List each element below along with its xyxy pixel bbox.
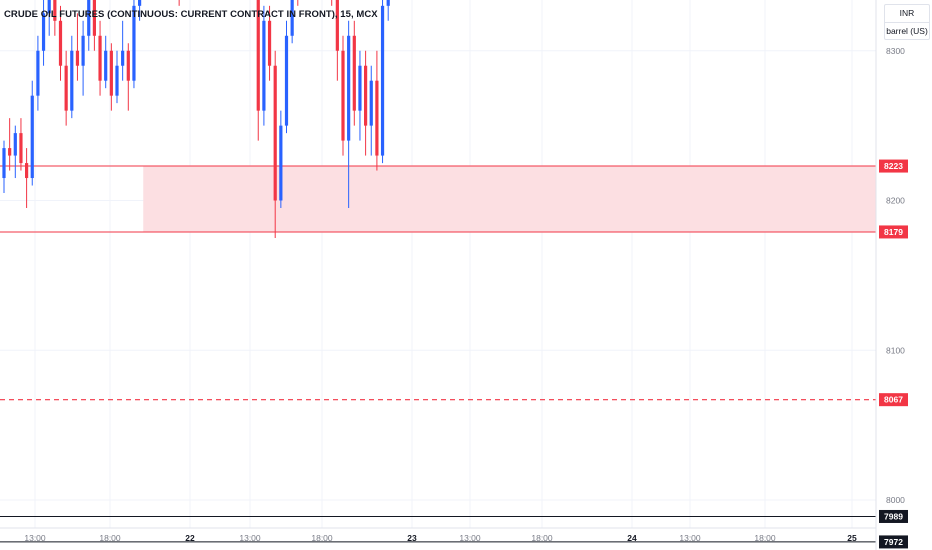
price-label-8223: 8223	[884, 161, 903, 171]
candle-body	[58, 20, 63, 66]
candle-body	[87, 0, 91, 36]
candle-body	[2, 148, 6, 179]
candle-body	[30, 95, 34, 179]
candle-body	[335, 0, 339, 51]
candle-body	[352, 35, 356, 111]
candle-body	[369, 80, 373, 126]
time-tick-label: 23	[407, 533, 417, 543]
candle-body	[290, 0, 294, 36]
candle-body	[98, 35, 102, 81]
unit-selector[interactable]: INR barrel (US)	[884, 4, 930, 40]
time-tick-label: 25	[847, 533, 857, 543]
price-label-8179: 8179	[884, 227, 903, 237]
candle-body	[109, 50, 113, 96]
time-tick-label: 24	[627, 533, 637, 543]
candle-body	[121, 50, 125, 66]
time-tick-label: 18:00	[531, 533, 553, 543]
candle-body	[132, 5, 136, 81]
candle-body	[47, 0, 51, 14]
price-label-box	[879, 535, 908, 549]
candle-body	[25, 163, 29, 179]
currency-label[interactable]: INR	[899, 8, 915, 18]
candle-body	[13, 133, 17, 156]
price-tick-label: 8100	[886, 345, 905, 355]
price-label-box	[879, 225, 908, 239]
candle-body	[284, 35, 289, 126]
candle-body	[126, 50, 130, 81]
candle-body	[256, 0, 260, 111]
candle-body	[262, 20, 266, 111]
chart-title: CRUDE OIL FUTURES (CONTINUOUS: CURRENT C…	[4, 9, 378, 20]
time-tick-label: 18:00	[754, 533, 776, 543]
candle-body	[347, 35, 351, 141]
supply-demand-zone	[143, 166, 876, 232]
candle-body	[386, 0, 390, 6]
time-tick-label: 22	[185, 533, 195, 543]
price-label-box	[879, 393, 908, 407]
price-label-box	[879, 159, 908, 173]
time-tick-label: 18:00	[99, 533, 121, 543]
candle-body	[75, 50, 80, 66]
candle-body	[341, 50, 345, 141]
candle-body	[36, 50, 40, 96]
candle-body	[279, 125, 283, 201]
time-tick-label: 18:00	[311, 533, 333, 543]
candle-body	[64, 65, 68, 111]
price-label-7972: 7972	[884, 537, 903, 547]
candle-body	[92, 0, 96, 36]
time-tick-label: 13:00	[459, 533, 481, 543]
candle-body	[380, 5, 385, 156]
candle-body	[104, 50, 108, 81]
unit-label[interactable]: barrel (US)	[885, 22, 929, 40]
price-tick-label: 8000	[886, 495, 905, 505]
time-tick-label: 13:00	[24, 533, 46, 543]
candle-body	[8, 148, 12, 156]
time-tick-label: 13:00	[679, 533, 701, 543]
candle-body	[138, 0, 142, 6]
candle-body	[53, 0, 57, 21]
price-tick-label: 8200	[886, 196, 905, 206]
candle-body	[41, 13, 46, 51]
candle-body	[267, 20, 272, 66]
candle-body	[81, 35, 85, 66]
price-axis[interactable]	[876, 0, 932, 550]
candle-body	[364, 65, 368, 126]
price-tick-label: 8300	[886, 46, 905, 56]
candle-body	[70, 50, 74, 111]
candle-body	[19, 133, 23, 164]
candle-body	[273, 65, 277, 201]
price-label-box	[879, 509, 908, 523]
candle-body	[375, 80, 379, 156]
candle-body	[358, 65, 362, 111]
time-tick-label: 13:00	[239, 533, 261, 543]
candle-body	[115, 65, 119, 96]
price-label-8067: 8067	[884, 395, 903, 405]
price-label-7989: 7989	[884, 511, 903, 521]
